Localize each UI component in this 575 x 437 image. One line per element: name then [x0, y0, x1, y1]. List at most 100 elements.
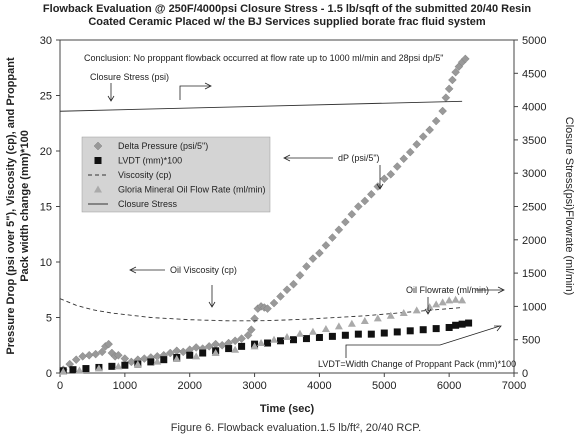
legend-swatch	[93, 141, 103, 151]
data-point	[341, 217, 350, 227]
data-point	[412, 140, 421, 149]
data-point	[380, 329, 388, 337]
y2-tick-label: 3500	[522, 135, 546, 147]
data-point	[328, 332, 336, 340]
data-point	[270, 335, 279, 343]
data-point	[393, 328, 401, 336]
data-point	[178, 347, 188, 357]
legend-item: LVDT (mm)*100	[94, 156, 182, 166]
data-point	[334, 225, 344, 235]
annotation-dp: dP (psi/5")	[338, 153, 380, 163]
data-point	[392, 162, 402, 171]
data-point	[104, 339, 113, 349]
data-point	[406, 327, 414, 335]
legend-item: Gloria Mineral Oil Flow Rate (ml/min)	[94, 185, 266, 195]
x-tick-label: 2000	[177, 380, 201, 392]
legend-swatch	[94, 157, 102, 164]
data-point	[269, 298, 279, 308]
data-point	[367, 190, 376, 199]
data-point	[451, 295, 460, 303]
data-point	[186, 351, 194, 359]
data-point	[367, 330, 375, 338]
data-point	[282, 285, 292, 295]
data-point	[302, 335, 310, 343]
legend: Delta Pressure (psi/5") LVDT (mm)*100 Visc…	[81, 136, 271, 213]
data-point	[247, 325, 256, 334]
data-point	[250, 342, 259, 350]
series-3	[59, 298, 463, 322]
annotation-closure-stress: Closure Stress (psi)	[90, 72, 169, 82]
oil-viscosity-arrows	[129, 266, 216, 308]
y2-tick-label: 0	[522, 368, 528, 380]
data-point	[211, 349, 220, 357]
annotation-lvdt: LVDT=Width Change of Proppant Pack (mm)*…	[318, 359, 516, 369]
data-point	[71, 355, 81, 364]
data-point	[321, 241, 331, 250]
series-1	[58, 54, 470, 374]
data-point	[114, 362, 123, 370]
legend-item: Viscosity (cp)	[88, 170, 171, 180]
data-point	[302, 262, 311, 271]
data-point	[276, 292, 285, 301]
data-point	[405, 147, 415, 157]
data-point	[91, 349, 100, 359]
chart-title-line2: Coated Ceramic Placed w/ the BJ Services…	[88, 16, 486, 28]
data-point	[321, 325, 330, 333]
legend-item: Closure Stress	[88, 199, 178, 209]
data-point	[341, 331, 349, 339]
data-point	[354, 330, 362, 338]
legend-label: LVDT (mm)*100	[118, 156, 182, 166]
data-point	[445, 296, 454, 304]
data-point	[308, 327, 317, 335]
figure-caption: Figure 6. Flowback evaluation.1.5 lb/ft²…	[171, 422, 422, 434]
data-point	[289, 279, 298, 289]
y2-tick-label: 2500	[522, 202, 546, 214]
y-axis-label-line1: Pressure Drop (psi over 5"), Viscosity (…	[5, 57, 17, 355]
data-point	[263, 304, 272, 313]
x-tick-label: 1000	[113, 380, 137, 392]
data-point	[360, 196, 370, 206]
data-point	[432, 300, 441, 308]
annotation-conclusion: Conclusion: No proppant flowback occurre…	[84, 53, 443, 63]
data-point	[192, 352, 201, 360]
data-point	[328, 233, 337, 242]
data-point	[147, 358, 155, 366]
data-point	[399, 309, 408, 317]
y-tick-label: 5	[46, 313, 52, 325]
data-point	[199, 349, 207, 357]
y2-tick-label: 4000	[522, 102, 546, 114]
data-point	[165, 348, 175, 358]
series-line	[59, 298, 463, 322]
data-point	[354, 202, 363, 211]
x-axis-label: Time (sec)	[260, 403, 315, 415]
data-point	[451, 67, 460, 77]
data-point	[59, 367, 68, 375]
data-point	[243, 330, 253, 340]
x-tick-label: 6000	[437, 380, 461, 392]
data-point	[75, 366, 84, 374]
x-tick-label: 3000	[242, 380, 266, 392]
data-point	[97, 347, 107, 357]
x-tick-label: 0	[57, 380, 63, 392]
y2-axis-ticks: 0 500 1000 1500 2000 2500 3000 3500 4000 4500 5000	[514, 35, 546, 380]
data-point	[264, 339, 272, 347]
data-point	[204, 342, 214, 351]
data-point	[257, 339, 266, 347]
y-tick-label: 15	[40, 202, 52, 214]
y2-tick-label: 3000	[522, 168, 546, 180]
series-layer	[58, 54, 473, 375]
data-point	[127, 357, 136, 367]
data-point	[283, 333, 291, 341]
data-point	[347, 209, 357, 219]
data-point	[465, 319, 473, 327]
data-point	[418, 132, 428, 141]
data-point	[373, 314, 382, 322]
data-point	[237, 334, 246, 343]
data-point	[432, 325, 440, 333]
y2-axis-label: Closure Stress(psi)Flowrate (ml/min)	[563, 117, 575, 295]
data-point	[458, 296, 467, 304]
data-point	[438, 298, 447, 306]
data-point	[295, 329, 304, 337]
data-point	[121, 361, 129, 369]
data-point	[386, 170, 396, 179]
